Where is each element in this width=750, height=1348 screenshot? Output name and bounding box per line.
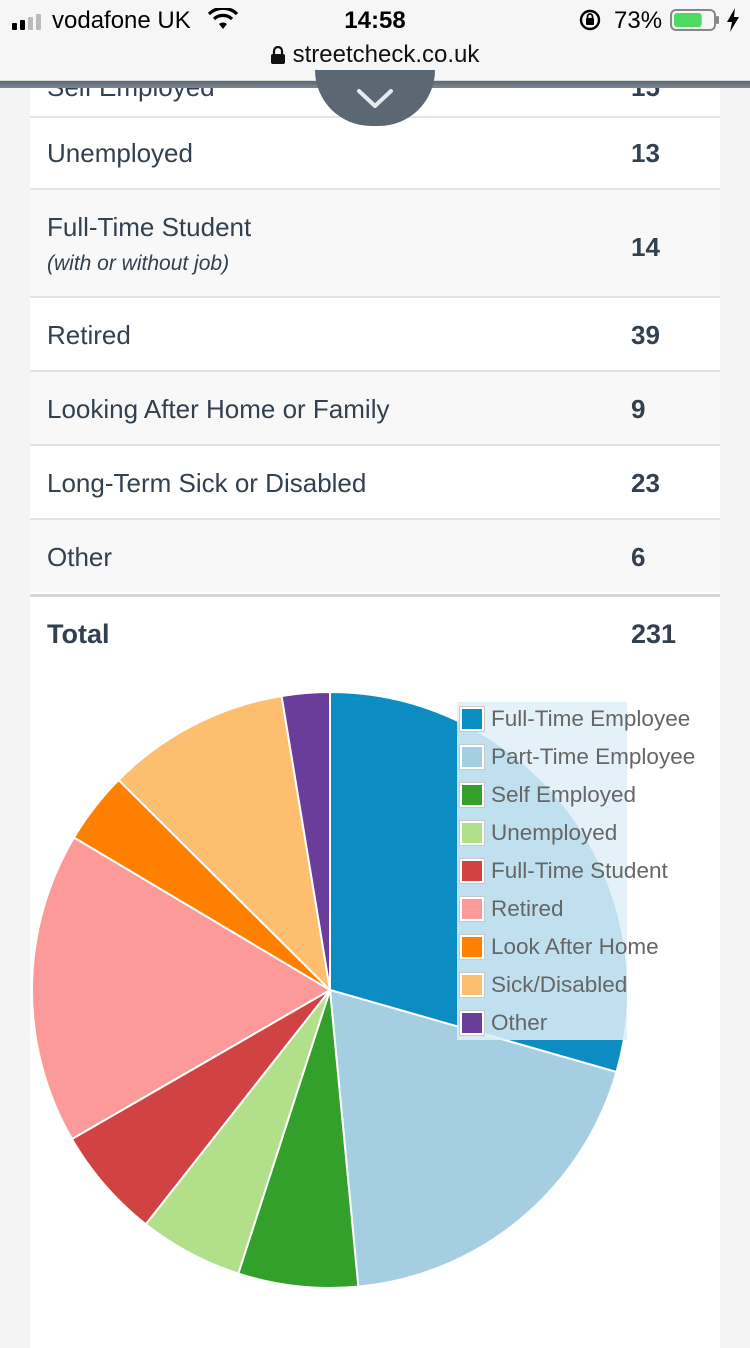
legend-label: Sick/Disabled xyxy=(491,972,628,997)
legend-swatch xyxy=(459,934,485,960)
legend-item[interactable]: Part-Time Employee xyxy=(457,740,695,774)
wifi-icon xyxy=(208,8,238,29)
legend-label: Full-Time Employee xyxy=(491,706,691,731)
table-row: Long-Term Sick or Disabled 23 xyxy=(30,446,720,520)
legend-item[interactable]: Full-Time Student xyxy=(457,854,668,888)
legend-label: Other xyxy=(491,1010,548,1035)
chart-legend: Full-Time Employee Part-Time Employee Self… xyxy=(457,702,695,1040)
row-value: 6 xyxy=(631,542,646,572)
table-row: Unemployed 13 xyxy=(30,116,720,190)
pie-slice-other[interactable] xyxy=(280,690,331,991)
legend-swatch xyxy=(459,858,485,884)
legend-swatch xyxy=(459,782,485,808)
row-label: Full-Time Student xyxy=(47,212,252,242)
legend-item[interactable]: Look After Home xyxy=(457,930,659,964)
legend-label: Retired xyxy=(491,896,564,921)
battery-percent: 73% xyxy=(614,7,663,34)
legend-item[interactable]: Sick/Disabled xyxy=(457,968,627,1002)
legend-swatch xyxy=(459,744,485,770)
table-row: Looking After Home or Family 9 xyxy=(30,372,720,446)
row-label: Looking After Home or Family xyxy=(47,394,390,424)
chevron-down-icon xyxy=(357,89,393,108)
row-label: Long-Term Sick or Disabled xyxy=(47,468,367,498)
legend-label: Part-Time Employee xyxy=(491,744,696,769)
total-value: 231 xyxy=(631,619,677,649)
row-label: Retired xyxy=(47,320,131,350)
legend-item[interactable]: Other xyxy=(457,1006,547,1040)
legend-item[interactable]: Unemployed xyxy=(457,816,617,850)
legend-swatch xyxy=(459,896,485,922)
legend-label: Unemployed xyxy=(491,820,618,845)
cellular-signal-icon xyxy=(12,14,41,30)
pie-slice-sick-disabled[interactable] xyxy=(117,694,332,993)
row-sublabel: (with or without job) xyxy=(47,252,230,275)
row-value: 14 xyxy=(631,232,660,262)
legend-swatch xyxy=(459,1010,485,1036)
legend-swatch xyxy=(459,972,485,998)
padlock-icon xyxy=(270,46,285,64)
row-value: 39 xyxy=(631,320,660,350)
clock: 14:58 xyxy=(344,7,406,34)
charging-bolt-icon xyxy=(727,8,739,32)
total-label: Total xyxy=(47,619,110,649)
pie-slice-self-employed[interactable] xyxy=(237,989,360,1289)
table-row: Full-Time Student (with or without job) … xyxy=(30,190,720,298)
row-value: 9 xyxy=(631,394,646,424)
pie-slice-part-time-employee[interactable] xyxy=(328,988,618,1288)
row-value: 13 xyxy=(631,138,660,168)
legend-swatch xyxy=(459,820,485,846)
row-value: 23 xyxy=(631,468,660,498)
row-label: Unemployed xyxy=(47,138,193,168)
legend-item[interactable]: Self Employed xyxy=(457,778,636,812)
legend-item[interactable]: Full-Time Employee xyxy=(457,702,690,736)
table-total-row: Total 231 xyxy=(30,594,720,677)
legend-item[interactable]: Retired xyxy=(457,892,564,926)
table-row: Other 6 xyxy=(30,520,720,592)
url-text[interactable]: streetcheck.co.uk xyxy=(292,41,480,68)
rotation-lock-icon xyxy=(579,9,601,31)
legend-label: Self Employed xyxy=(491,782,637,807)
battery-icon xyxy=(670,9,719,31)
pie-slice-retired[interactable] xyxy=(31,836,332,1141)
status-bar: vodafone UK 14:58 73% xyxy=(0,0,750,40)
legend-label: Full-Time Student xyxy=(491,858,668,883)
legend-swatch xyxy=(459,706,485,732)
next-section-edge xyxy=(30,1310,720,1334)
carrier-name: vodafone UK xyxy=(52,7,191,34)
row-label: Other xyxy=(47,542,113,572)
table-row: Retired 39 xyxy=(30,298,720,372)
legend-label: Look After Home xyxy=(491,934,659,959)
